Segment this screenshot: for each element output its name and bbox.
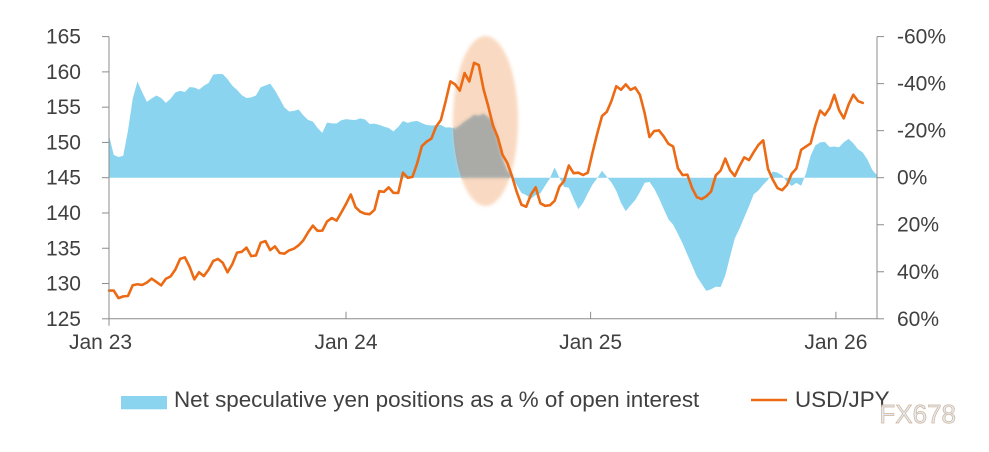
svg-text:20%: 20% bbox=[897, 214, 939, 237]
svg-text:Jan 23: Jan 23 bbox=[69, 331, 132, 354]
svg-text:130: 130 bbox=[46, 273, 81, 296]
svg-text:FX678: FX678 bbox=[879, 399, 956, 429]
svg-text:145: 145 bbox=[46, 167, 81, 190]
svg-text:135: 135 bbox=[46, 237, 81, 260]
svg-text:-40%: -40% bbox=[897, 73, 946, 96]
svg-text:150: 150 bbox=[46, 131, 81, 154]
svg-text:Jan 25: Jan 25 bbox=[559, 331, 622, 354]
svg-text:160: 160 bbox=[46, 61, 81, 84]
svg-text:Net speculative yen positions: Net speculative yen positions as a % of … bbox=[174, 387, 700, 412]
svg-text:USD/JPY: USD/JPY bbox=[795, 387, 890, 412]
svg-text:Jan 24: Jan 24 bbox=[314, 331, 377, 354]
svg-text:-60%: -60% bbox=[897, 26, 946, 49]
svg-text:155: 155 bbox=[46, 96, 81, 119]
svg-text:40%: 40% bbox=[897, 261, 939, 284]
svg-text:60%: 60% bbox=[897, 308, 939, 331]
svg-text:0%: 0% bbox=[897, 167, 927, 190]
svg-text:-20%: -20% bbox=[897, 120, 946, 143]
svg-text:125: 125 bbox=[46, 308, 81, 331]
svg-text:140: 140 bbox=[46, 202, 81, 225]
svg-text:165: 165 bbox=[46, 26, 81, 49]
svg-text:Jan 26: Jan 26 bbox=[804, 331, 867, 354]
